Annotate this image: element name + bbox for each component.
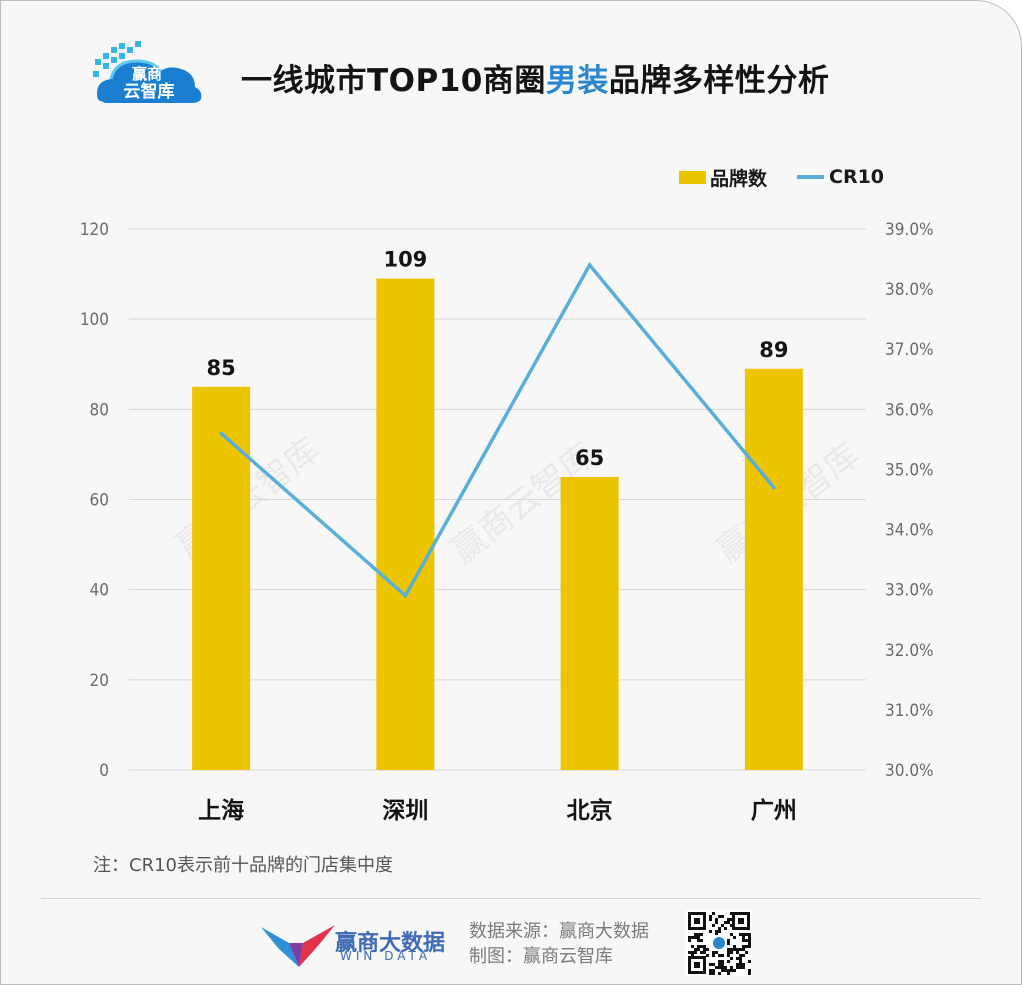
cr10-line bbox=[219, 261, 776, 599]
legend-line-swatch bbox=[797, 175, 825, 179]
combo-chart: 0 20 40 60 80 100 120 30.0% 31.0% 32.0% 33.0% 34.0%… bbox=[80, 220, 934, 824]
y-left-tick-label: 100 bbox=[80, 310, 109, 330]
title-highlight: 男装 bbox=[545, 63, 609, 99]
title-part-1: 一线城市TOP10商圈 bbox=[241, 63, 546, 99]
chart-title: 一线城市TOP10商圈男装品牌多样性分析 bbox=[241, 55, 829, 100]
cr10-point bbox=[403, 593, 408, 598]
x-category-label: 深圳 bbox=[382, 798, 428, 824]
maker-line: 制图：赢商云智库 bbox=[469, 946, 613, 967]
y-right-tick-label: 33.0% bbox=[885, 581, 934, 601]
legend-label-brands: 品牌数 bbox=[710, 167, 768, 190]
y-left-tick-label: 60 bbox=[90, 491, 109, 511]
source-block: 数据来源：赢商大数据 制图：赢商云智库 bbox=[469, 919, 649, 969]
legend: 品牌数 CR10 bbox=[679, 163, 884, 191]
footer-divider bbox=[41, 898, 981, 899]
y-left-tick-label: 0 bbox=[99, 761, 109, 781]
y-left-tick-label: 120 bbox=[80, 220, 109, 240]
bar bbox=[192, 386, 251, 770]
title-part-2: 品牌多样性分析 bbox=[608, 63, 830, 99]
legend-bar-swatch bbox=[679, 170, 706, 184]
y-right-tick-label: 30.0% bbox=[885, 761, 934, 781]
logo-text-bottom: 云智库 bbox=[124, 81, 175, 102]
chart-note: 注：CR10表示前十品牌的门店集中度 bbox=[93, 855, 393, 876]
brand-name-en: WIN DATA bbox=[340, 949, 432, 963]
logo-text-top: 赢商 bbox=[132, 65, 162, 83]
cr10-point bbox=[772, 485, 776, 490]
windata-logo-icon bbox=[259, 921, 339, 969]
y-right-tick-label: 32.0% bbox=[885, 641, 934, 661]
y-left-tick-label: 20 bbox=[90, 671, 109, 691]
y-right-tick-label: 39.0% bbox=[885, 220, 934, 240]
bar-data-label: 109 bbox=[383, 248, 427, 272]
bar-data-label: 85 bbox=[207, 356, 236, 380]
x-category-label: 广州 bbox=[751, 797, 797, 824]
bar-data-label: 89 bbox=[759, 338, 788, 362]
y-right-tick-label: 31.0% bbox=[885, 701, 934, 721]
qr-code-icon[interactable] bbox=[686, 910, 752, 976]
y-right-tick-label: 38.0% bbox=[885, 280, 934, 300]
bar bbox=[560, 476, 619, 770]
bar bbox=[744, 368, 803, 770]
x-category-label: 北京 bbox=[567, 797, 613, 824]
y-right-tick-label: 34.0% bbox=[885, 521, 934, 541]
y-right-tick-label: 36.0% bbox=[885, 400, 934, 420]
cr10-point bbox=[219, 431, 223, 436]
cr10-point bbox=[587, 263, 592, 267]
y-right-tick-label: 37.0% bbox=[885, 340, 934, 360]
x-category-label: 上海 bbox=[198, 797, 244, 824]
bar bbox=[376, 278, 435, 770]
legend-label-cr10: CR10 bbox=[829, 166, 885, 188]
y-left-tick-label: 40 bbox=[90, 581, 109, 601]
y-right-tick-label: 35.0% bbox=[885, 460, 934, 480]
yingshang-cloud-logo: 赢商 云智库 bbox=[91, 39, 209, 109]
source-line: 数据来源：赢商大数据 bbox=[469, 921, 649, 942]
bar-data-label: 65 bbox=[575, 446, 604, 470]
y-left-tick-label: 80 bbox=[90, 400, 109, 420]
brand-name: 赢商大数据 bbox=[335, 931, 446, 956]
